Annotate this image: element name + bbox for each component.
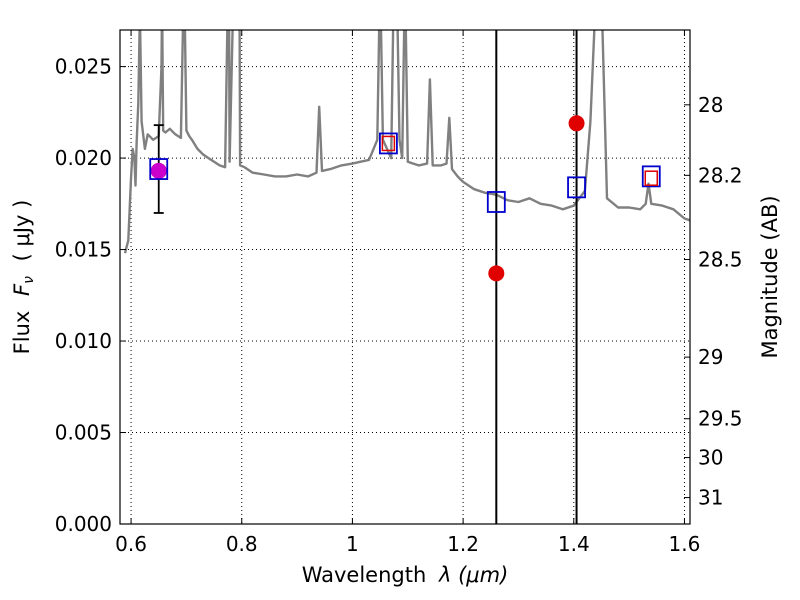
axes: 0.6 0.8 1 1.2 1.4 1.6 0.000 0.005 0.010 0.015 0.02…	[55, 30, 743, 556]
y2-tick-label: 30	[698, 446, 723, 470]
plot-background	[120, 30, 690, 524]
x-tick-label: 0.6	[115, 532, 147, 556]
y-tick-label: 0.000	[55, 512, 112, 536]
x-axis-label: Wavelength λ (μm)	[302, 563, 509, 587]
y-tick-label: 0.010	[55, 329, 112, 353]
magenta-point	[150, 162, 167, 179]
y-axis-label: Flux Fν ( μJy )	[10, 200, 38, 355]
blue-square-marker	[486, 191, 506, 213]
y-tick-label: 0.005	[55, 421, 112, 445]
blue-square-marker	[641, 165, 661, 188]
x-tick-label: 1.6	[669, 532, 701, 556]
blue-square-marker	[378, 132, 398, 155]
data-series	[123, 30, 690, 524]
y2-tick-label: 31	[698, 486, 723, 510]
y-tick-label: 0.020	[55, 146, 112, 170]
x-tick-label: 1.4	[558, 532, 590, 556]
y2-tick-label: 28	[698, 93, 723, 117]
red-square-marker	[644, 170, 659, 186]
model-spectrum-line	[123, 30, 690, 254]
x-tick-label: 1	[346, 532, 359, 556]
red-point	[488, 265, 505, 282]
red-square-marker	[381, 135, 396, 152]
y2-tick-label: 28.2	[698, 163, 743, 187]
x-tick-label: 1.2	[447, 532, 479, 556]
red-point	[568, 115, 585, 132]
y2-tick-label: 28.5	[698, 248, 743, 272]
y-tick-label: 0.015	[55, 238, 112, 262]
y-tick-label: 0.025	[55, 55, 112, 79]
blue-square-marker	[149, 158, 169, 180]
plot-frame	[119, 29, 691, 525]
x-tick-label: 0.8	[226, 532, 258, 556]
blue-square-marker	[567, 176, 586, 199]
y2-axis-label: Magnitude (AB)	[758, 195, 782, 358]
y2-tick-label: 29.5	[698, 407, 743, 431]
y2-tick-label: 29	[698, 345, 723, 369]
